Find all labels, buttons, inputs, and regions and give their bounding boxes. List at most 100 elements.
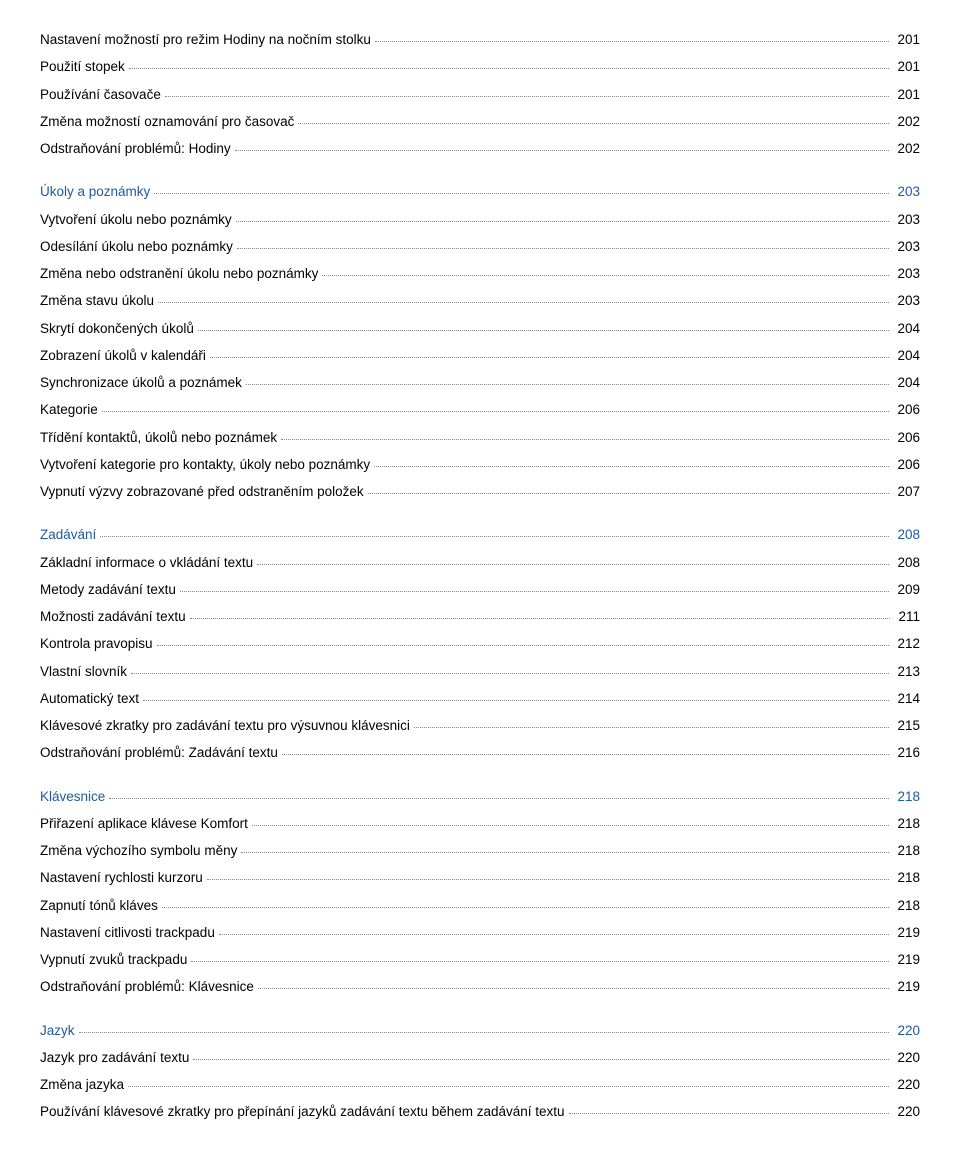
toc-label[interactable]: Vypnutí zvuků trackpadu	[40, 950, 187, 970]
toc-label[interactable]: Nastavení rychlosti kurzoru	[40, 868, 203, 888]
toc-label[interactable]: Odesílání úkolu nebo poznámky	[40, 237, 233, 257]
toc-leader-dots	[154, 193, 889, 194]
toc-item-row: Změna výchozího symbolu měny 218	[40, 841, 920, 861]
toc-page-number[interactable]: 202	[893, 112, 920, 132]
toc-page-number[interactable]: 203	[893, 237, 920, 257]
toc-leader-dots	[79, 1032, 890, 1033]
toc-leader-dots	[281, 439, 889, 440]
toc-page-number[interactable]: 214	[893, 689, 920, 709]
toc-item-row: Možnosti zadávání textu 211	[40, 607, 920, 627]
toc-leader-dots	[129, 68, 890, 69]
toc-item-row: Skrytí dokončených úkolů 204	[40, 319, 920, 339]
toc-page-number[interactable]: 207	[893, 482, 920, 502]
toc-page-number[interactable]: 211	[894, 607, 920, 627]
toc-page-number[interactable]: 204	[893, 346, 920, 366]
toc-label[interactable]: Změna jazyka	[40, 1075, 124, 1095]
toc-page-number[interactable]: 203	[893, 291, 920, 311]
toc-label[interactable]: Vytvoření úkolu nebo poznámky	[40, 210, 232, 230]
toc-label[interactable]: Odstraňování problémů: Hodiny	[40, 139, 231, 159]
toc-page-number[interactable]: 206	[893, 455, 920, 475]
toc-page-number[interactable]: 213	[893, 662, 920, 682]
toc-page-number[interactable]: 208	[893, 525, 920, 545]
toc-page-number[interactable]: 216	[893, 743, 920, 763]
toc-page-number[interactable]: 206	[893, 400, 920, 420]
toc-label[interactable]: Třídění kontaktů, úkolů nebo poznámek	[40, 428, 277, 448]
toc-label[interactable]: Použití stopek	[40, 57, 125, 77]
toc-label[interactable]: Skrytí dokončených úkolů	[40, 319, 194, 339]
table-of-contents: Nastavení možností pro režim Hodiny na n…	[40, 30, 920, 1123]
toc-page-number[interactable]: 212	[893, 634, 920, 654]
toc-page-number[interactable]: 220	[893, 1021, 920, 1041]
toc-item-row: Kontrola pravopisu 212	[40, 634, 920, 654]
toc-label[interactable]: Vlastní slovník	[40, 662, 127, 682]
toc-leader-dots	[241, 852, 889, 853]
toc-page-number[interactable]: 203	[893, 210, 920, 230]
toc-label[interactable]: Zadávání	[40, 525, 96, 545]
toc-page-number[interactable]: 203	[893, 182, 920, 202]
toc-leader-dots	[157, 645, 890, 646]
toc-label[interactable]: Vytvoření kategorie pro kontakty, úkoly …	[40, 455, 370, 475]
toc-item-row: Odstraňování problémů: Zadávání textu 216	[40, 743, 920, 763]
toc-leader-dots	[102, 411, 890, 412]
toc-page-number[interactable]: 206	[893, 428, 920, 448]
toc-page-number[interactable]: 219	[893, 923, 920, 943]
toc-item-row: Automatický text 214	[40, 689, 920, 709]
toc-leader-dots	[162, 907, 890, 908]
toc-page-number[interactable]: 208	[893, 553, 920, 573]
toc-label[interactable]: Základní informace o vkládání textu	[40, 553, 253, 573]
toc-label[interactable]: Přiřazení aplikace klávese Komfort	[40, 814, 248, 834]
toc-page-number[interactable]: 201	[893, 30, 920, 50]
toc-label[interactable]: Zapnutí tónů kláves	[40, 896, 158, 916]
toc-page-number[interactable]: 218	[893, 787, 920, 807]
toc-label[interactable]: Používání časovače	[40, 85, 161, 105]
toc-label[interactable]: Odstraňování problémů: Klávesnice	[40, 977, 254, 997]
toc-label[interactable]: Klávesové zkratky pro zadávání textu pro…	[40, 716, 410, 736]
toc-page-number[interactable]: 209	[893, 580, 920, 600]
toc-leader-dots	[191, 961, 889, 962]
toc-label[interactable]: Metody zadávání textu	[40, 580, 176, 600]
toc-label[interactable]: Kontrola pravopisu	[40, 634, 153, 654]
toc-label[interactable]: Synchronizace úkolů a poznámek	[40, 373, 242, 393]
toc-label[interactable]: Jazyk	[40, 1021, 75, 1041]
toc-page-number[interactable]: 215	[893, 716, 920, 736]
toc-page-number[interactable]: 218	[893, 896, 920, 916]
toc-label[interactable]: Nastavení možností pro režim Hodiny na n…	[40, 30, 371, 50]
toc-label[interactable]: Možnosti zadávání textu	[40, 607, 186, 627]
toc-label[interactable]: Odstraňování problémů: Zadávání textu	[40, 743, 278, 763]
toc-label[interactable]: Změna výchozího symbolu měny	[40, 841, 237, 861]
toc-leader-dots	[414, 727, 890, 728]
toc-page-number[interactable]: 202	[893, 139, 920, 159]
toc-label[interactable]: Automatický text	[40, 689, 139, 709]
toc-label[interactable]: Vypnutí výzvy zobrazované před odstraněn…	[40, 482, 364, 502]
toc-page-number[interactable]: 201	[893, 57, 920, 77]
toc-item-row: Kategorie 206	[40, 400, 920, 420]
toc-page-number[interactable]: 204	[893, 319, 920, 339]
toc-page-number[interactable]: 219	[893, 977, 920, 997]
toc-label[interactable]: Změna nebo odstranění úkolu nebo poznámk…	[40, 264, 318, 284]
toc-page-number[interactable]: 220	[893, 1048, 920, 1068]
toc-page-number[interactable]: 219	[893, 950, 920, 970]
toc-page-number[interactable]: 218	[893, 841, 920, 861]
toc-label[interactable]: Změna stavu úkolu	[40, 291, 154, 311]
toc-leader-dots	[252, 825, 890, 826]
toc-label[interactable]: Jazyk pro zadávání textu	[40, 1048, 189, 1068]
toc-page-number[interactable]: 204	[893, 373, 920, 393]
toc-leader-dots	[180, 591, 890, 592]
toc-page-number[interactable]: 218	[893, 814, 920, 834]
toc-label[interactable]: Nastavení citlivosti trackpadu	[40, 923, 215, 943]
toc-leader-dots	[165, 96, 890, 97]
toc-label[interactable]: Kategorie	[40, 400, 98, 420]
toc-label[interactable]: Klávesnice	[40, 787, 105, 807]
toc-label[interactable]: Změna možností oznamování pro časovač	[40, 112, 294, 132]
group-gap	[40, 1005, 920, 1021]
toc-leader-dots	[158, 302, 889, 303]
toc-label[interactable]: Úkoly a poznámky	[40, 182, 150, 202]
toc-label[interactable]: Zobrazení úkolů v kalendáři	[40, 346, 206, 366]
toc-page-number[interactable]: 218	[893, 868, 920, 888]
toc-page-number[interactable]: 201	[893, 85, 920, 105]
toc-page-number[interactable]: 220	[893, 1102, 920, 1122]
toc-page-number[interactable]: 220	[893, 1075, 920, 1095]
toc-item-row: Odstraňování problémů: Klávesnice 219	[40, 977, 920, 997]
toc-page-number[interactable]: 203	[893, 264, 920, 284]
toc-label[interactable]: Používání klávesové zkratky pro přepínán…	[40, 1102, 565, 1122]
